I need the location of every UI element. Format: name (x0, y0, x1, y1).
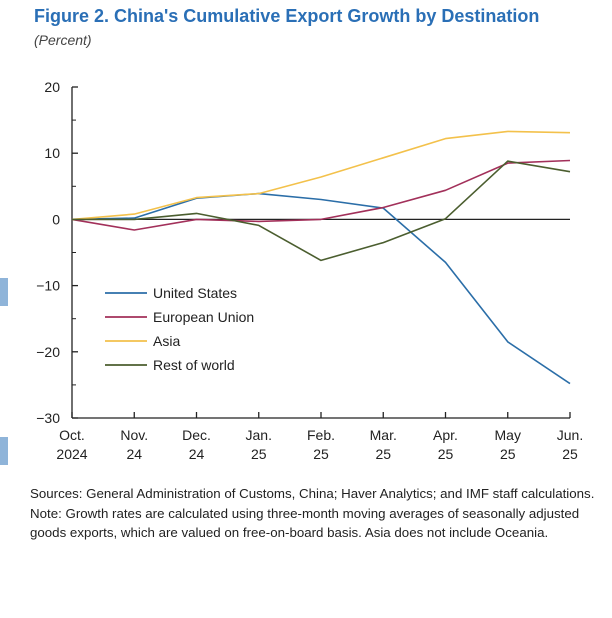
y-tick-label: −20 (36, 344, 60, 360)
x-tick-label-year: 25 (375, 446, 391, 462)
x-tick-label-year: 25 (438, 446, 454, 462)
side-marker-top (0, 278, 8, 306)
x-tick-label: Mar. (370, 427, 397, 443)
x-tick-label: Feb. (307, 427, 335, 443)
x-axis: Oct. 2024 Nov. 24 Dec. 24 Jan. 25 Feb. 25 Mar. 25 Ap… (56, 412, 583, 462)
x-tick-label: Nov. (120, 427, 148, 443)
x-tick-label: Apr. (433, 427, 458, 443)
series-line-european-union (71, 159, 571, 231)
x-tick-label: Oct. (59, 427, 85, 443)
line-chart: 20 10 0 −10 −20 −30 Oct. 2024 Nov. 24 Dec. 24 Jan. 2… (36, 79, 583, 462)
x-tick-label-year: 25 (313, 446, 329, 462)
y-tick-label: −10 (36, 278, 60, 294)
y-tick-label: 10 (44, 145, 60, 161)
x-tick-label-year: 24 (126, 446, 142, 462)
x-tick-label-year: 2024 (56, 446, 87, 462)
x-tick-label: Dec. (182, 427, 211, 443)
series-line-rest-of-world (72, 160, 571, 262)
y-tick-label: 20 (44, 79, 60, 95)
sources-text: Sources: General Administration of Custo… (30, 486, 595, 501)
chart-title: Figure 2. China's Cumulative Export Grow… (34, 6, 540, 26)
series-lines (71, 130, 571, 385)
x-tick-label: May (495, 427, 521, 443)
x-tick-label-year: 24 (189, 446, 205, 462)
x-tick-label: Jan. (246, 427, 272, 443)
chart-subtitle: (Percent) (34, 32, 92, 48)
x-tick-label-year: 25 (562, 446, 578, 462)
series-line-united-states (71, 192, 571, 385)
x-tick-label-year: 25 (500, 446, 516, 462)
x-tick-label: Jun. (557, 427, 583, 443)
note-text: Note: Growth rates are calculated using … (30, 505, 580, 541)
legend: United States European Union Asia Rest of w… (105, 285, 254, 373)
side-marker-bottom (0, 437, 8, 465)
legend-label-rest-of-world: Rest of world (153, 357, 235, 373)
chart-notes: Sources: General Administration of Custo… (30, 484, 600, 543)
legend-label-asia: Asia (153, 333, 180, 349)
series-line-asia (71, 130, 571, 221)
legend-label-european-union: European Union (153, 309, 254, 325)
y-axis: 20 10 0 −10 −20 −30 (36, 79, 78, 426)
legend-label-united-states: United States (153, 285, 237, 301)
x-tick-label-year: 25 (251, 446, 267, 462)
y-tick-label: 0 (52, 211, 60, 227)
y-tick-label: −30 (36, 410, 60, 426)
